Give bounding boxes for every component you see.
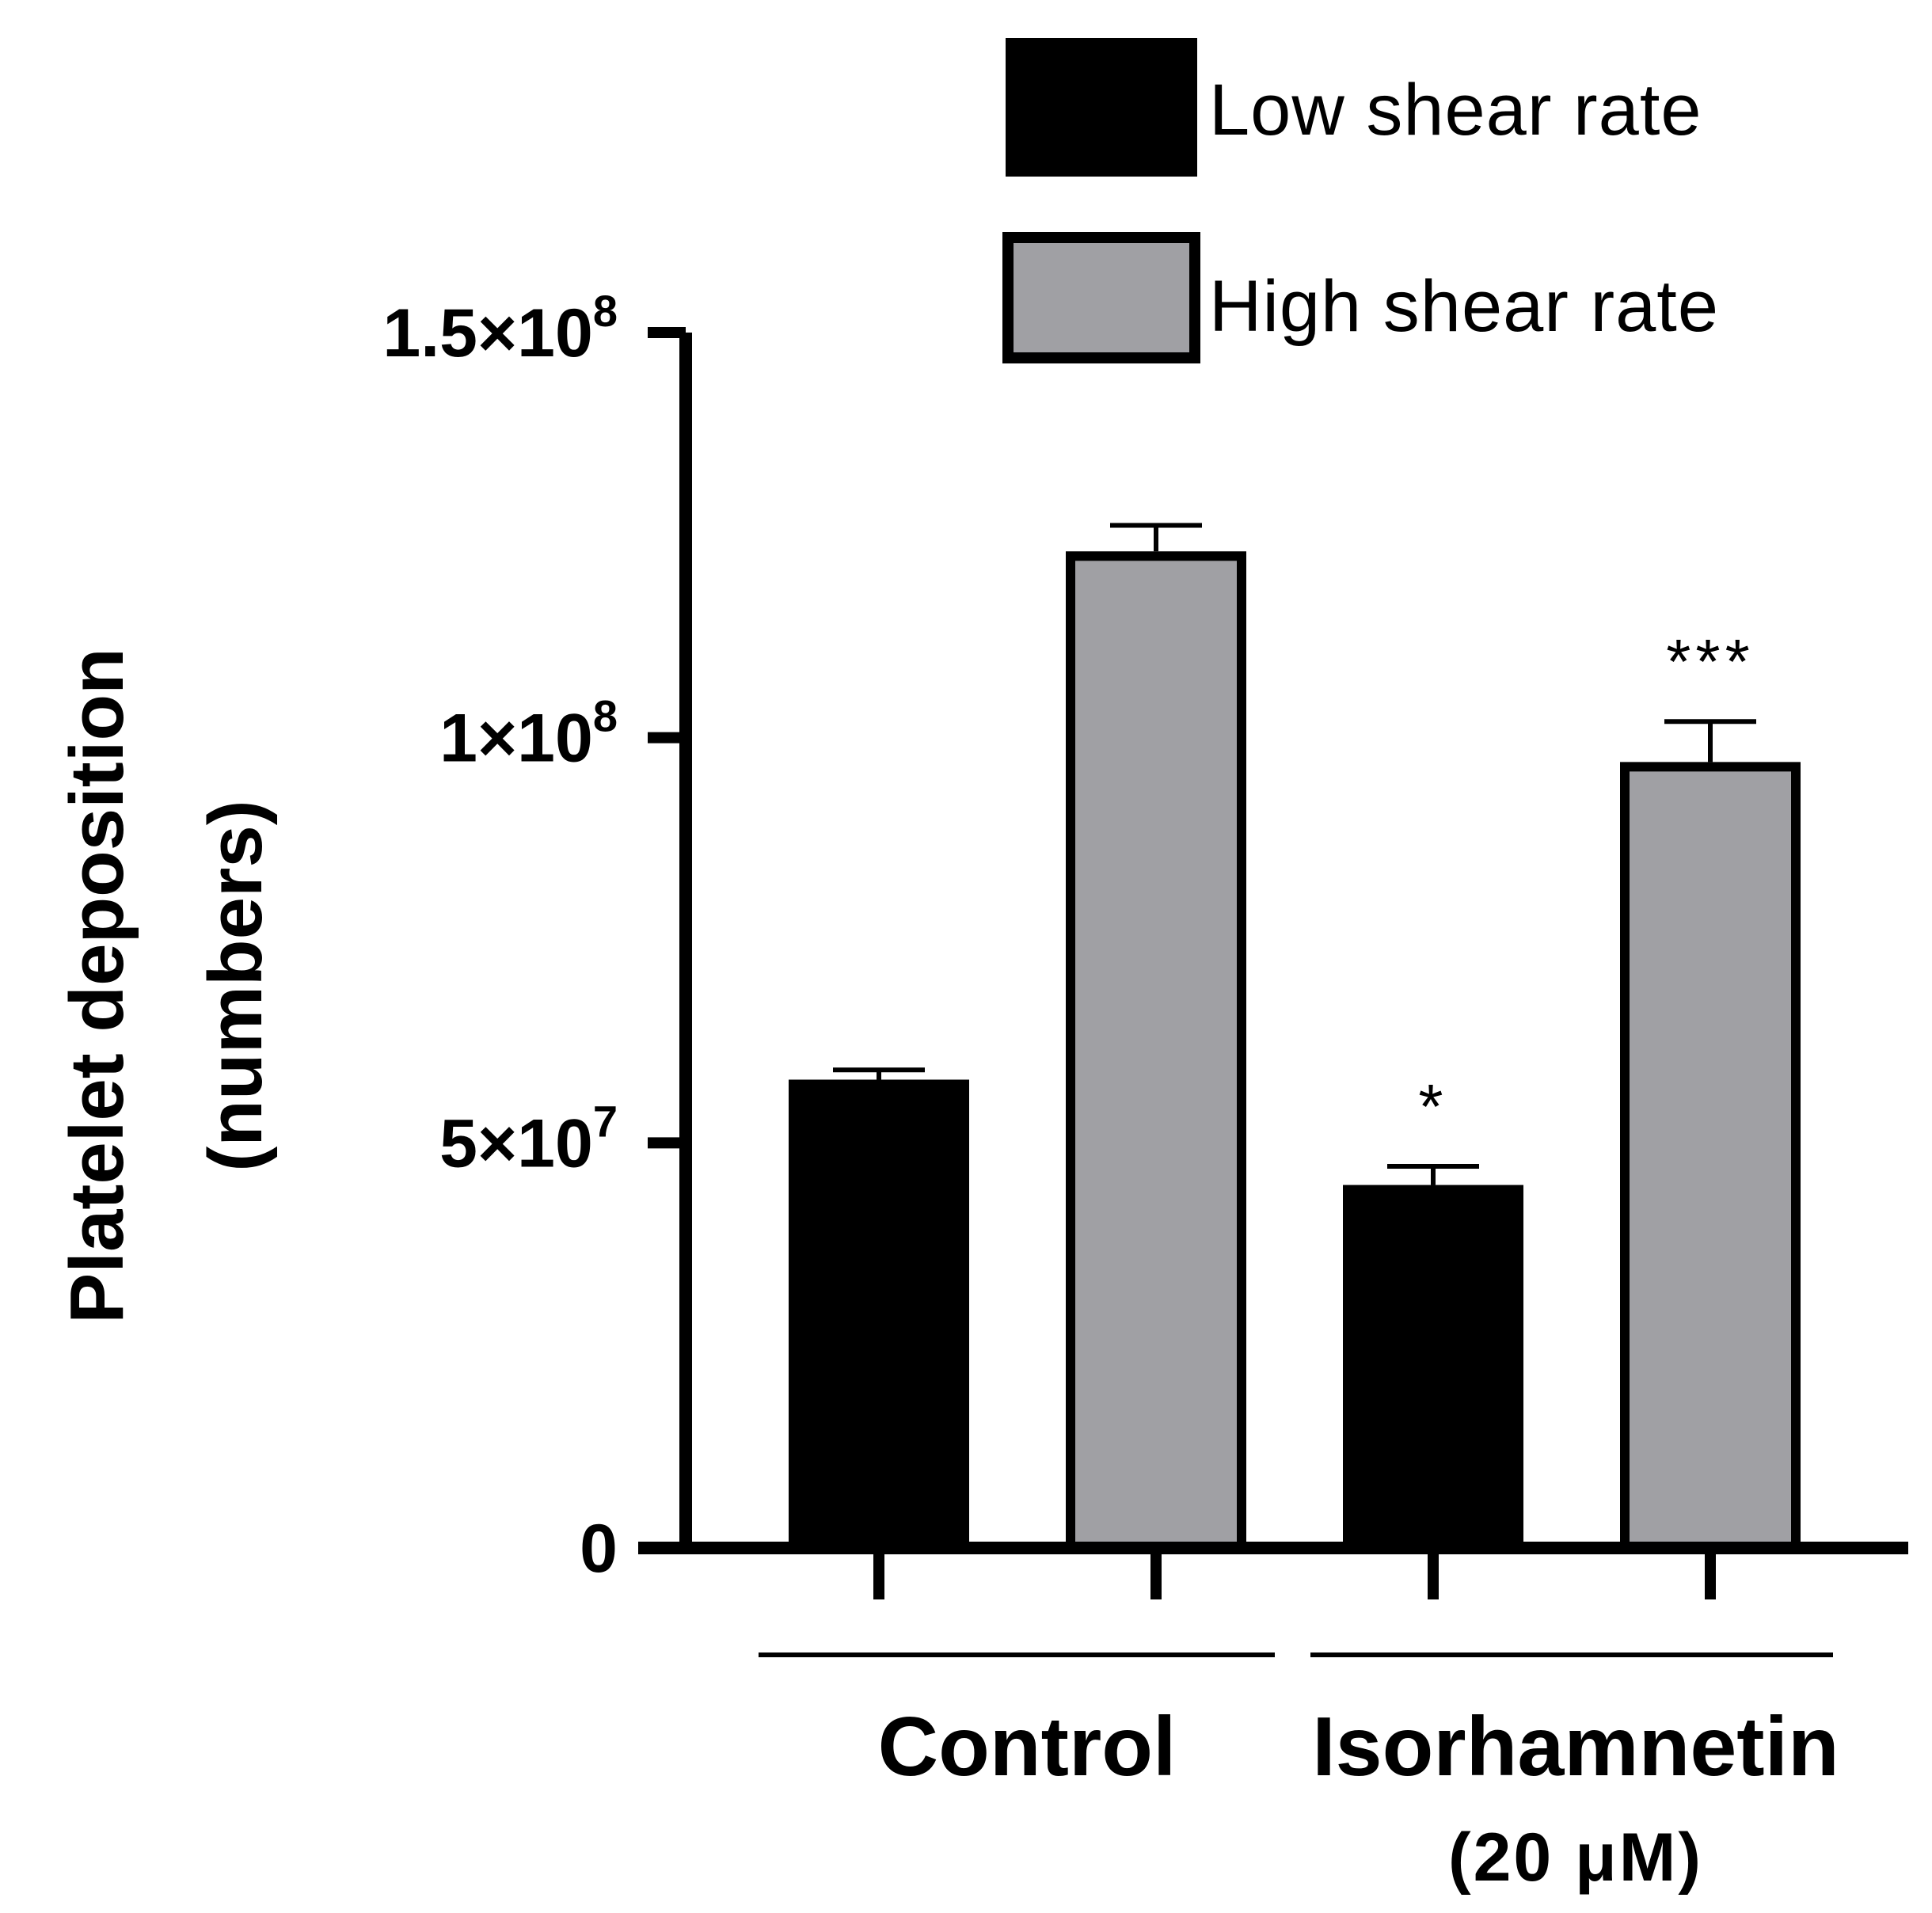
legend-label-high-shear: High shear rate: [1209, 266, 1719, 347]
significance-annotation-3: ***: [1666, 626, 1754, 697]
y-axis-title: Platelet deposition (numbers): [55, 648, 278, 1323]
y-tick-label-0: 0: [580, 1511, 618, 1587]
y-tick-label-3: 1.5×108: [382, 286, 618, 371]
error-bars: [833, 523, 1756, 1185]
legend: Low shear rate High shear rate: [1002, 38, 1719, 363]
legend-label-low-shear: Low shear rate: [1209, 70, 1702, 150]
bars: [789, 551, 1801, 1553]
y-axis-title-line1: Platelet deposition: [55, 648, 139, 1323]
legend-swatch-high-shear: [1002, 232, 1200, 363]
group-labels: Control Isorhamnetin (20 μM): [759, 1652, 1839, 1896]
group-label-control: Control: [878, 1700, 1177, 1793]
y-axis-ticks: 0 5×107 1×108 1.5×108: [382, 286, 686, 1587]
significance-annotation-2: *: [1418, 1071, 1447, 1142]
bar-low-0: [789, 1079, 969, 1548]
group-label-isorhamnetin: Isorhamnetin: [1312, 1700, 1839, 1793]
x-axis-ticks: [873, 1548, 1716, 1599]
y-axis-title-line2: (numbers): [193, 800, 278, 1171]
bar-high-0: [1066, 551, 1246, 1553]
group-sublabel-isorhamnetin: (20 μM): [1448, 1820, 1703, 1896]
legend-swatch-low-shear: [1006, 38, 1197, 177]
y-tick-label-1: 5×107: [439, 1096, 618, 1181]
y-tick-label-2: 1×108: [439, 691, 618, 777]
bar-high-1: [1620, 762, 1801, 1553]
bar-low-1: [1343, 1185, 1523, 1548]
significance-annotations: ****: [1418, 626, 1754, 1142]
